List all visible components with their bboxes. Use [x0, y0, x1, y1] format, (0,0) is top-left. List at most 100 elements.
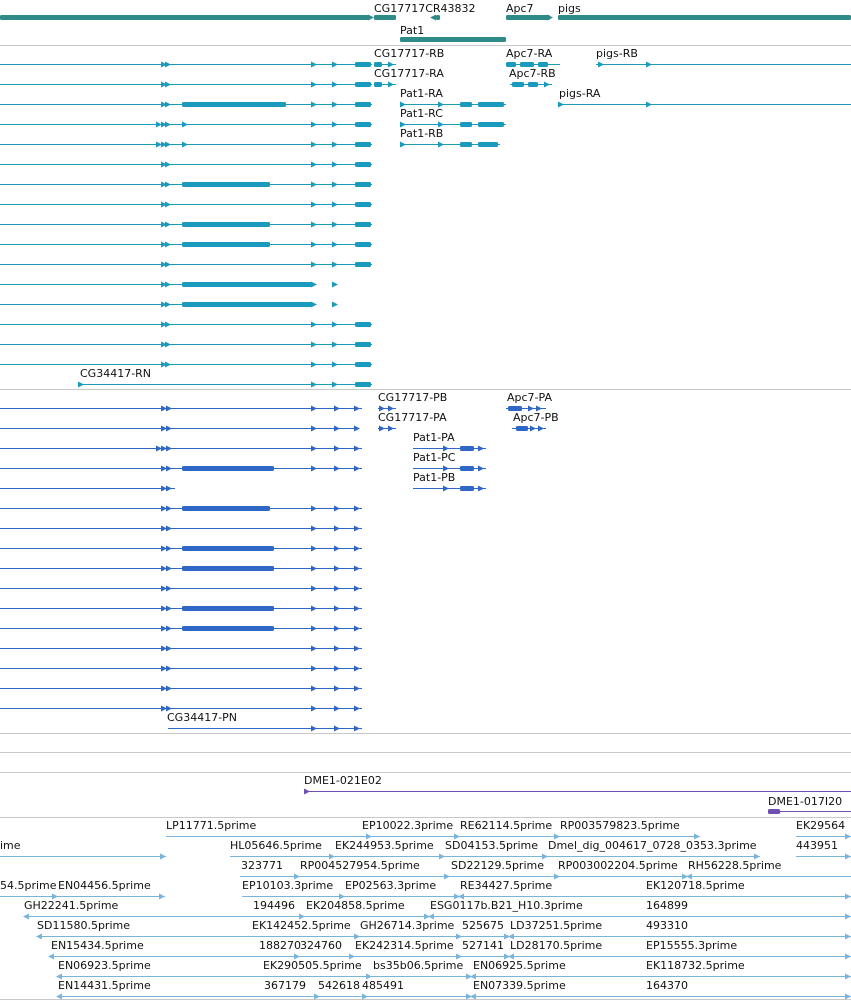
est-label[interactable]: EK142452.5prime — [252, 919, 351, 932]
est-label[interactable]: 324760 — [300, 939, 342, 952]
exon-block[interactable] — [460, 486, 474, 491]
est-label[interactable]: EP02563.3prime — [345, 879, 437, 892]
exon-block[interactable] — [460, 122, 472, 127]
est-label[interactable]: EN14431.5prime — [58, 979, 151, 992]
gene-label[interactable]: Pat1 — [400, 24, 425, 37]
est-label[interactable]: 485491 — [362, 979, 404, 992]
exon-block[interactable] — [355, 262, 371, 267]
cds-block[interactable] — [182, 302, 312, 307]
exon-block[interactable] — [460, 446, 474, 451]
est-label[interactable]: EN15434.5prime — [51, 939, 144, 952]
est-label[interactable]: 527141 — [462, 939, 504, 952]
label-pat1-pc[interactable]: Pat1-PC — [413, 451, 456, 464]
exon-block[interactable] — [355, 322, 371, 327]
exon-block[interactable] — [478, 122, 504, 127]
est-label[interactable]: EK244953.5prime — [335, 839, 434, 852]
est-label[interactable]: EN07339.5prime — [473, 979, 566, 992]
est-label[interactable]: EK290505.5prime — [263, 959, 362, 972]
gene-bar[interactable] — [0, 15, 370, 20]
exon-block[interactable] — [355, 102, 371, 107]
est-label[interactable]: EK29564 — [796, 819, 846, 832]
exon-block[interactable] — [355, 382, 371, 387]
label-pat1-rb[interactable]: Pat1-RB — [400, 127, 444, 140]
label-apc7-ra[interactable]: Apc7-RA — [506, 47, 553, 60]
est-label[interactable]: RP004527954.5prime — [300, 859, 420, 872]
label-cg17717-ra[interactable]: CG17717-RA — [374, 67, 444, 80]
est-label[interactable]: 542618 — [318, 979, 360, 992]
est-label[interactable]: EN06923.5prime — [58, 959, 151, 972]
label-cg17717-rb[interactable]: CG17717-RB — [374, 47, 445, 60]
exon-block[interactable] — [374, 62, 382, 67]
exon-block[interactable] — [520, 62, 534, 67]
label-apc7-pb[interactable]: Apc7-PB — [513, 411, 559, 424]
est-label[interactable]: SD11580.5prime — [37, 919, 130, 932]
label-pigs-ra[interactable]: pigs-RA — [559, 87, 601, 100]
exon-block[interactable] — [355, 122, 371, 127]
cds-block[interactable] — [182, 466, 274, 471]
est-label[interactable]: bs35b06.5prime — [373, 959, 464, 972]
cdna-label[interactable]: DME1-021E02 — [304, 774, 382, 787]
est-label[interactable]: LP11771.5prime — [166, 819, 257, 832]
gene-label[interactable]: Apc7 — [506, 2, 534, 15]
est-label[interactable]: 323771 — [241, 859, 283, 872]
label-cg34417-rn[interactable]: CG34417-RN — [80, 367, 152, 380]
exon-block[interactable] — [516, 426, 528, 431]
exon-block[interactable] — [374, 82, 382, 87]
label-apc7-rb[interactable]: Apc7-RB — [509, 67, 556, 80]
exon-block[interactable] — [355, 242, 371, 247]
est-label[interactable]: RP003579823.5prime — [560, 819, 680, 832]
exon-block[interactable] — [512, 82, 524, 87]
est-label[interactable]: RP003002204.5prime — [558, 859, 678, 872]
est-label[interactable]: LD28170.5prime — [510, 939, 603, 952]
est-label[interactable]: 188270 — [259, 939, 301, 952]
label-pat1-pb[interactable]: Pat1-PB — [413, 471, 456, 484]
label-pigs-rb[interactable]: pigs-RB — [596, 47, 638, 60]
est-label[interactable]: EK242314.5prime — [355, 939, 454, 952]
est-label[interactable]: RE34427.5prime — [460, 879, 553, 892]
est-label[interactable]: EN04456.5prime — [58, 879, 151, 892]
cds-block[interactable] — [182, 102, 286, 107]
exon-block[interactable] — [355, 362, 371, 367]
gene-bar[interactable] — [436, 15, 440, 20]
est-label[interactable]: SD22129.5prime — [451, 859, 544, 872]
exon-block[interactable] — [460, 102, 472, 107]
exon-block[interactable] — [460, 142, 472, 147]
cdna-label[interactable]: DME1-017I20 — [768, 795, 843, 808]
cds-block[interactable] — [182, 626, 274, 631]
exon-block[interactable] — [506, 62, 516, 67]
est-label[interactable]: 54.5prime — [0, 879, 57, 892]
label-cg34417-pn[interactable]: CG34417-PN — [167, 711, 238, 724]
est-label[interactable]: 525675 — [462, 919, 504, 932]
est-label[interactable]: EP15555.3prime — [646, 939, 738, 952]
label-pat1-rc[interactable]: Pat1-RC — [400, 107, 443, 120]
exon-block[interactable] — [355, 222, 371, 227]
gene-bar[interactable] — [374, 15, 396, 20]
exon-block[interactable] — [478, 102, 504, 107]
cds-block[interactable] — [182, 182, 270, 187]
est-label[interactable]: RH56228.5prime — [688, 859, 782, 872]
cds-block[interactable] — [182, 566, 274, 571]
est-label[interactable]: EN06925.5prime — [473, 959, 566, 972]
est-label[interactable]: 164370 — [646, 979, 688, 992]
exon-block[interactable] — [460, 466, 474, 471]
est-label[interactable]: 367179 — [264, 979, 306, 992]
est-label[interactable]: SD04153.5prime — [445, 839, 538, 852]
est-label[interactable]: EK204858.5prime — [306, 899, 405, 912]
exon-block[interactable] — [478, 142, 498, 147]
est-label[interactable]: EP10022.3prime — [362, 819, 454, 832]
cds-block[interactable] — [182, 546, 274, 551]
exon-block[interactable] — [538, 62, 548, 67]
label-cg17717-pa[interactable]: CG17717-PA — [378, 411, 447, 424]
label-pat1-ra[interactable]: Pat1-RA — [400, 87, 443, 100]
est-label[interactable]: EP10103.3prime — [242, 879, 334, 892]
est-label[interactable]: RE62114.5prime — [460, 819, 553, 832]
exon-block[interactable] — [355, 202, 371, 207]
cdna-block[interactable] — [768, 809, 780, 814]
exon-block[interactable] — [508, 406, 522, 411]
exon-block[interactable] — [355, 62, 371, 67]
est-label[interactable]: GH22241.5prime — [24, 899, 119, 912]
cds-block[interactable] — [182, 606, 274, 611]
est-label[interactable]: 194496 — [253, 899, 295, 912]
gene-bar[interactable] — [506, 15, 550, 20]
